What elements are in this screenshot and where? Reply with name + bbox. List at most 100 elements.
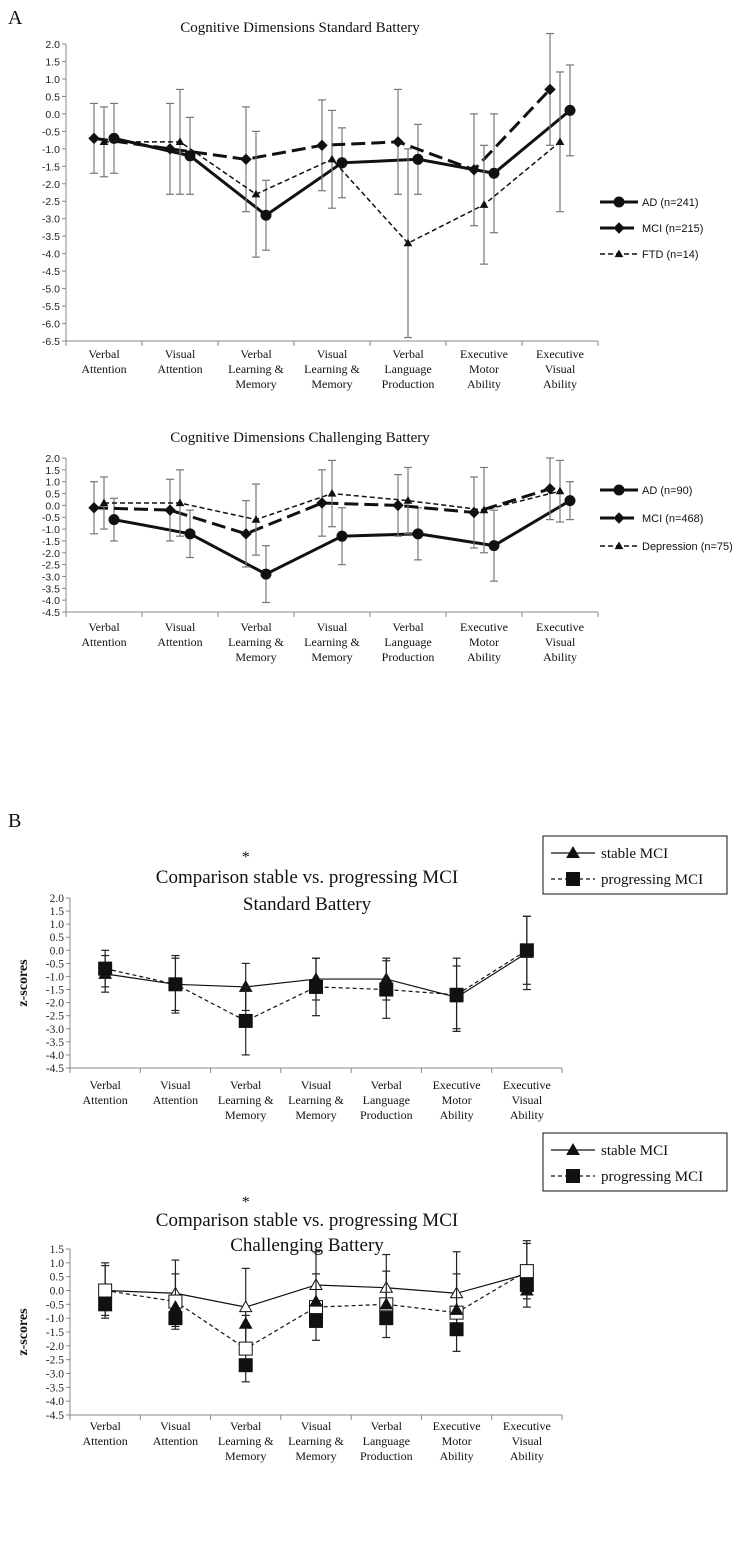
legend-marker xyxy=(613,196,625,208)
data-point xyxy=(309,1313,323,1328)
chart-title: Comparison stable vs. progressing MCI xyxy=(156,867,458,888)
x-tick-label: Attention xyxy=(81,362,126,376)
data-point xyxy=(184,150,196,162)
chart-3: Comparison stable vs. progressing MCI Sta… xyxy=(16,835,728,1122)
y-tick-label: -6.5 xyxy=(42,336,60,348)
x-tick-label: Visual xyxy=(545,635,576,649)
panel-label-b: B xyxy=(8,810,21,832)
y-tick-label: -4.5 xyxy=(42,607,60,619)
y-tick-label: -1.5 xyxy=(42,161,60,173)
data-point xyxy=(488,167,500,179)
x-tick-label: Memory xyxy=(225,1108,266,1122)
x-tick-label: Memory xyxy=(235,377,276,391)
x-tick-label: Executive xyxy=(460,347,508,361)
y-tick-label: 0.5 xyxy=(50,932,65,944)
x-tick-label: Visual xyxy=(160,1078,191,1092)
x-tick-label: Verbal xyxy=(240,620,272,634)
x-tick-label: Verbal xyxy=(230,1419,262,1433)
y-tick-label: 0.5 xyxy=(50,1272,65,1284)
data-point xyxy=(309,979,323,994)
data-point xyxy=(240,528,252,540)
data-point xyxy=(544,83,556,96)
y-tick-label: -1.5 xyxy=(46,985,64,997)
data-point xyxy=(412,153,424,165)
series-1 xyxy=(108,481,576,604)
data-point xyxy=(175,498,185,507)
data-point xyxy=(449,1302,464,1315)
chart-subtitle: Standard Battery xyxy=(243,894,372,915)
y-tick-label: -4.5 xyxy=(42,266,60,278)
y-tick-label: -5.5 xyxy=(42,301,60,313)
y-tick-label: -1.0 xyxy=(46,1313,64,1325)
x-tick-label: Executive xyxy=(503,1078,551,1092)
x-tick-label: Visual xyxy=(512,1093,543,1107)
x-tick-label: Verbal xyxy=(230,1078,262,1092)
data-point xyxy=(555,137,565,145)
y-tick-label: -3.0 xyxy=(46,1369,64,1381)
data-point xyxy=(519,1264,534,1279)
y-tick-label: -3.5 xyxy=(42,583,60,595)
data-point xyxy=(392,499,404,512)
y-tick-label: -4.0 xyxy=(46,1050,64,1062)
x-tick-label: Memory xyxy=(235,650,276,664)
data-point xyxy=(412,528,424,540)
y-tick-label: -2.5 xyxy=(46,1355,64,1367)
x-tick-label: Learning & xyxy=(304,635,360,649)
data-point xyxy=(309,1294,323,1307)
y-tick-label: -3.5 xyxy=(46,1037,64,1049)
significance-annotation: * xyxy=(242,1194,250,1211)
x-tick-label: Visual xyxy=(317,347,348,361)
x-tick-label: Visual xyxy=(512,1434,543,1448)
x-tick-label: Visual xyxy=(301,1078,332,1092)
legend-marker xyxy=(614,541,624,550)
data-point xyxy=(88,502,100,514)
data-point xyxy=(316,497,328,509)
data-point xyxy=(519,943,534,958)
x-tick-label: Production xyxy=(360,1449,413,1463)
chart-title: Comparison stable vs. progressing MCI xyxy=(156,1210,458,1231)
x-tick-label: Verbal xyxy=(392,347,424,361)
y-tick-label: -2.5 xyxy=(42,196,60,208)
x-tick-label: Attention xyxy=(153,1093,198,1107)
legend-marker xyxy=(613,222,625,234)
x-tick-label: Attention xyxy=(153,1434,198,1448)
data-point xyxy=(238,1358,253,1373)
data-point xyxy=(98,961,113,976)
data-point xyxy=(488,540,500,552)
y-tick-label: 0.0 xyxy=(50,945,65,957)
x-tick-label: Ability xyxy=(467,650,501,664)
x-tick-label: Memory xyxy=(295,1108,336,1122)
x-tick-label: Executive xyxy=(503,1419,551,1433)
data-point xyxy=(164,504,176,516)
legend-label: MCI (n=468) xyxy=(642,513,703,525)
y-tick-label: -3.5 xyxy=(46,1382,64,1394)
y-tick-label: 0.0 xyxy=(45,109,60,121)
data-point xyxy=(336,530,348,542)
data-point xyxy=(379,982,394,997)
data-point xyxy=(168,977,183,992)
x-tick-label: Motor xyxy=(442,1093,472,1107)
significance-annotation: * xyxy=(242,849,250,866)
data-point xyxy=(555,486,565,495)
panel-label-a: A xyxy=(8,7,23,29)
x-tick-label: Verbal xyxy=(371,1078,403,1092)
y-tick-label: -0.5 xyxy=(42,126,60,138)
y-tick-label: 1.0 xyxy=(50,1258,65,1270)
x-tick-label: Attention xyxy=(157,635,202,649)
y-tick-label: -1.5 xyxy=(46,1327,64,1339)
y-tick-label: -4.0 xyxy=(46,1396,64,1408)
x-tick-label: Visual xyxy=(165,347,196,361)
x-tick-label: Verbal xyxy=(240,347,272,361)
y-tick-label: -5.0 xyxy=(42,284,60,296)
data-point xyxy=(479,505,489,514)
x-tick-label: Memory xyxy=(295,1449,336,1463)
data-point xyxy=(336,157,348,169)
x-tick-label: Visual xyxy=(301,1419,332,1433)
y-tick-label: -2.0 xyxy=(46,1341,64,1353)
y-tick-label: -4.5 xyxy=(46,1410,64,1422)
series-3 xyxy=(99,459,565,556)
y-tick-label: -1.0 xyxy=(42,524,60,536)
chart-4: Comparison stable vs. progressing MCI Cha… xyxy=(16,1132,728,1463)
x-tick-label: Language xyxy=(384,635,431,649)
